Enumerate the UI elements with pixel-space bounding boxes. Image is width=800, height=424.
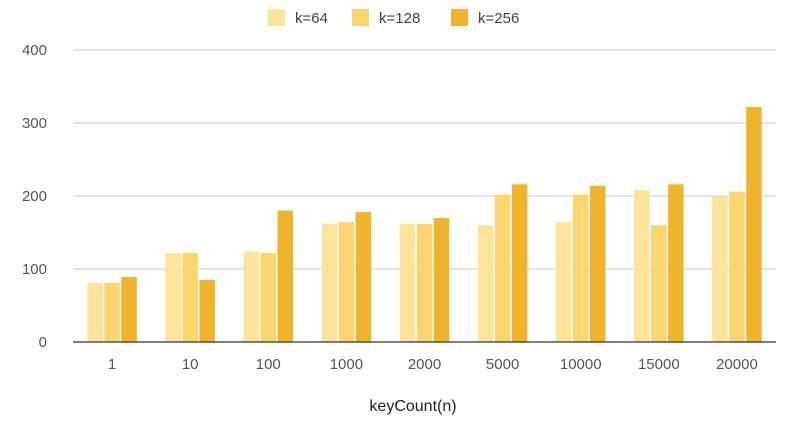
x-tick-label: 15000 <box>638 356 680 373</box>
bar-k=256-1000 <box>355 212 372 342</box>
x-axis-ticks: 1 10 100 1000 2000 5000 10000 15000 20000 <box>108 356 758 373</box>
bar-k=64-100 <box>243 251 260 342</box>
bar-k=128-2000 <box>416 223 433 342</box>
bar-k=128-10 <box>182 252 198 342</box>
bars <box>87 106 762 342</box>
x-tick-label: 100 <box>256 356 281 373</box>
x-tick-label: 1 <box>108 356 116 373</box>
y-tick-label: 100 <box>22 261 47 278</box>
x-axis-title: keyCount(n) <box>369 398 456 415</box>
legend-swatch-k=64 <box>268 9 285 26</box>
bar-k=256-10000 <box>589 185 606 342</box>
bar-k=128-1000 <box>338 222 355 342</box>
bar-k=128-10000 <box>572 194 589 342</box>
bar-k=128-15000 <box>651 225 667 342</box>
legend-swatch-k=128 <box>352 9 369 26</box>
y-axis-ticks: 0 100 200 300 400 <box>22 42 47 351</box>
bar-k=64-15000 <box>634 190 650 342</box>
y-tick-label: 0 <box>39 334 47 351</box>
bar-k=256-1 <box>121 277 137 342</box>
bar-k=256-5000 <box>511 184 528 342</box>
bar-k=128-1 <box>104 282 120 342</box>
bar-k=64-10000 <box>555 222 572 342</box>
bar-k=256-2000 <box>433 217 450 342</box>
bar-k=128-20000 <box>729 191 745 342</box>
y-tick-label: 400 <box>22 42 47 59</box>
x-tick-label: 2000 <box>408 356 441 373</box>
bar-k=64-1000 <box>321 223 338 342</box>
legend-label: k=256 <box>478 10 519 27</box>
legend-swatch-k=256 <box>451 9 468 26</box>
bar-k=64-20000 <box>712 196 728 342</box>
legend: k=64 k=128 k=256 <box>268 9 519 27</box>
x-tick-label: 1000 <box>330 356 363 373</box>
legend-label: k=128 <box>379 10 420 27</box>
x-tick-label: 10000 <box>560 356 602 373</box>
x-tick-label: 10 <box>182 356 199 373</box>
y-tick-label: 200 <box>22 188 47 205</box>
legend-label: k=64 <box>295 10 328 27</box>
bar-k=64-10 <box>165 252 181 342</box>
bar-k=64-2000 <box>399 223 416 342</box>
bar-k=256-20000 <box>746 106 762 342</box>
bar-k=256-100 <box>277 210 294 342</box>
x-tick-label: 20000 <box>716 356 758 373</box>
bar-k=128-100 <box>260 252 277 342</box>
bar-k=64-1 <box>87 282 103 342</box>
x-tick-label: 5000 <box>486 356 519 373</box>
bar-k=256-10 <box>199 279 215 342</box>
y-tick-label: 300 <box>22 115 47 132</box>
bar-k=128-5000 <box>494 194 511 342</box>
bar-k=256-15000 <box>668 184 684 342</box>
bar-k=64-5000 <box>477 225 494 342</box>
